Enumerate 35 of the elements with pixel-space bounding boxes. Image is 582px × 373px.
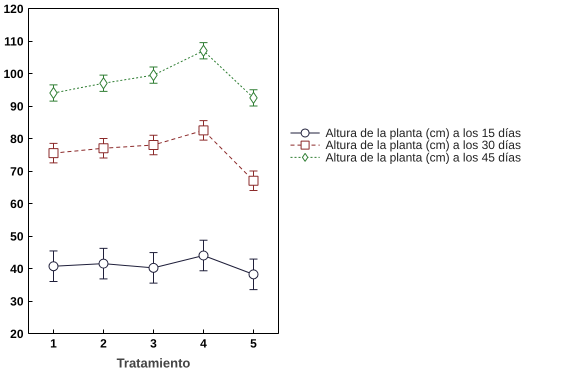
x-axis-title: Tratamiento bbox=[116, 356, 190, 370]
legend-label: Altura de la planta (cm) a los 30 días bbox=[326, 138, 521, 152]
x-tick-label: 5 bbox=[250, 336, 258, 350]
legend-label: Altura de la planta (cm) a los 15 días bbox=[326, 126, 521, 140]
point bbox=[248, 269, 258, 280]
point bbox=[98, 143, 108, 154]
y-tick-label: 90 bbox=[10, 100, 24, 114]
y-tick-label: 50 bbox=[10, 230, 24, 244]
y-tick-label: 120 bbox=[3, 2, 24, 16]
point bbox=[148, 140, 158, 150]
point bbox=[248, 176, 258, 186]
x-tick-label: 1 bbox=[50, 336, 58, 350]
legend-label: Altura de la planta (cm) a los 45 días bbox=[326, 150, 521, 164]
point bbox=[48, 261, 58, 272]
point bbox=[49, 87, 58, 99]
point bbox=[98, 258, 108, 269]
point bbox=[48, 148, 58, 158]
y-tick-label: 80 bbox=[10, 132, 24, 146]
point bbox=[99, 77, 108, 90]
y-tick-label: 40 bbox=[10, 262, 24, 276]
y-tick-label: 30 bbox=[10, 294, 24, 308]
x-tick-label: 2 bbox=[100, 336, 108, 350]
point bbox=[149, 69, 158, 82]
point bbox=[198, 250, 208, 260]
y-tick-label: 20 bbox=[10, 327, 24, 341]
point bbox=[199, 44, 208, 57]
y-tick-label: 60 bbox=[10, 197, 24, 211]
point bbox=[148, 262, 158, 273]
y-tick-label: 100 bbox=[3, 67, 24, 81]
x-tick-label: 4 bbox=[200, 336, 208, 350]
point bbox=[198, 125, 208, 136]
y-tick-label: 70 bbox=[10, 164, 24, 178]
y-tick-label: 110 bbox=[4, 34, 24, 48]
x-tick-label: 3 bbox=[150, 336, 158, 350]
point bbox=[249, 92, 258, 104]
